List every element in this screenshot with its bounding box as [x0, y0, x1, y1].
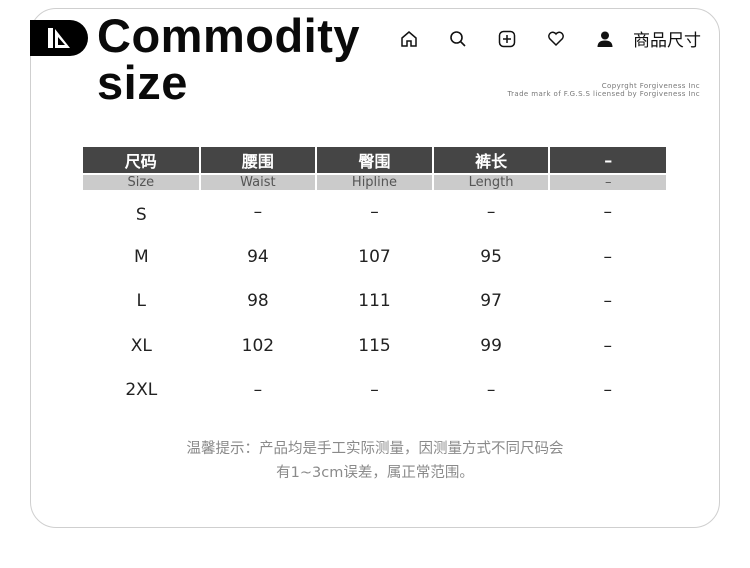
logo-badge — [30, 20, 88, 56]
table-cell: 95 — [480, 246, 502, 267]
size-card — [30, 8, 720, 528]
table-cell: 107 — [358, 246, 391, 267]
top-nav: 商品尺寸 — [398, 26, 701, 51]
user-icon[interactable] — [594, 28, 616, 50]
table-cell: 99 — [480, 335, 502, 356]
nav-label[interactable]: 商品尺寸 — [633, 31, 701, 51]
table-cell: L — [136, 291, 147, 312]
copyright-text: Copyrght Forgiveness Inc Trade mark of F.… — [507, 82, 700, 98]
table-cell: 2XL — [125, 380, 158, 401]
table-cell: – — [370, 202, 379, 223]
table-cell: – — [603, 380, 612, 401]
table-row: S – – – – — [83, 190, 666, 235]
table-cell: – — [603, 202, 612, 223]
table-cell: 115 — [358, 335, 391, 356]
table-row: M 94 107 95 – — [83, 235, 666, 280]
table-row: 2XL – – – – — [83, 368, 666, 413]
table-cell: 102 — [241, 335, 275, 356]
table-row: L 98 111 97 – — [83, 279, 666, 324]
header-cell: 臀围 — [315, 147, 433, 175]
subheader-cell: Length — [431, 174, 550, 190]
table-cell: – — [603, 291, 612, 312]
measurement-note: 温馨提示：产品均是手工实际测量，因测量方式不同尺码会 有1~3cm误差，属正常范围… — [186, 441, 564, 481]
header-cell: 尺码 — [83, 147, 200, 175]
table-cell: S — [135, 205, 147, 226]
table-cell: – — [603, 335, 612, 356]
table-cell: 98 — [247, 291, 269, 312]
heart-icon[interactable] — [545, 28, 567, 50]
page-title: Commodity size — [97, 9, 360, 109]
subheader-cell: Waist — [198, 174, 317, 190]
search-icon[interactable] — [447, 28, 469, 50]
table-cell: 97 — [480, 291, 502, 312]
size-table: 尺码 腰围 臀围 裤长 – Size Waist Hipline Length … — [83, 147, 666, 413]
table-cell: – — [603, 246, 612, 267]
table-cell: – — [486, 202, 496, 223]
header-row-en: Size Waist Hipline Length – — [83, 174, 666, 190]
header-cell: 裤长 — [431, 147, 550, 175]
header-row-cn: 尺码 腰围 臀围 裤长 – — [83, 147, 666, 175]
table-cell: – — [253, 380, 263, 401]
table-cell: 111 — [358, 291, 391, 312]
table-cell: XL — [130, 335, 152, 356]
home-icon[interactable] — [398, 28, 420, 50]
subheader-cell: – — [548, 174, 666, 190]
table-cell: – — [370, 380, 379, 401]
table-cell: – — [253, 202, 263, 223]
subheader-cell: Size — [83, 174, 200, 190]
table-cell: – — [486, 380, 496, 401]
add-square-icon[interactable] — [496, 28, 518, 50]
header-cell: – — [548, 147, 666, 175]
table-row: XL 102 115 99 – — [83, 324, 666, 369]
ruler-triangle-icon — [48, 28, 70, 48]
table-cell: 94 — [247, 246, 269, 267]
header-cell: 腰围 — [198, 147, 317, 175]
subheader-cell: Hipline — [315, 174, 433, 190]
table-cell: M — [133, 246, 149, 267]
